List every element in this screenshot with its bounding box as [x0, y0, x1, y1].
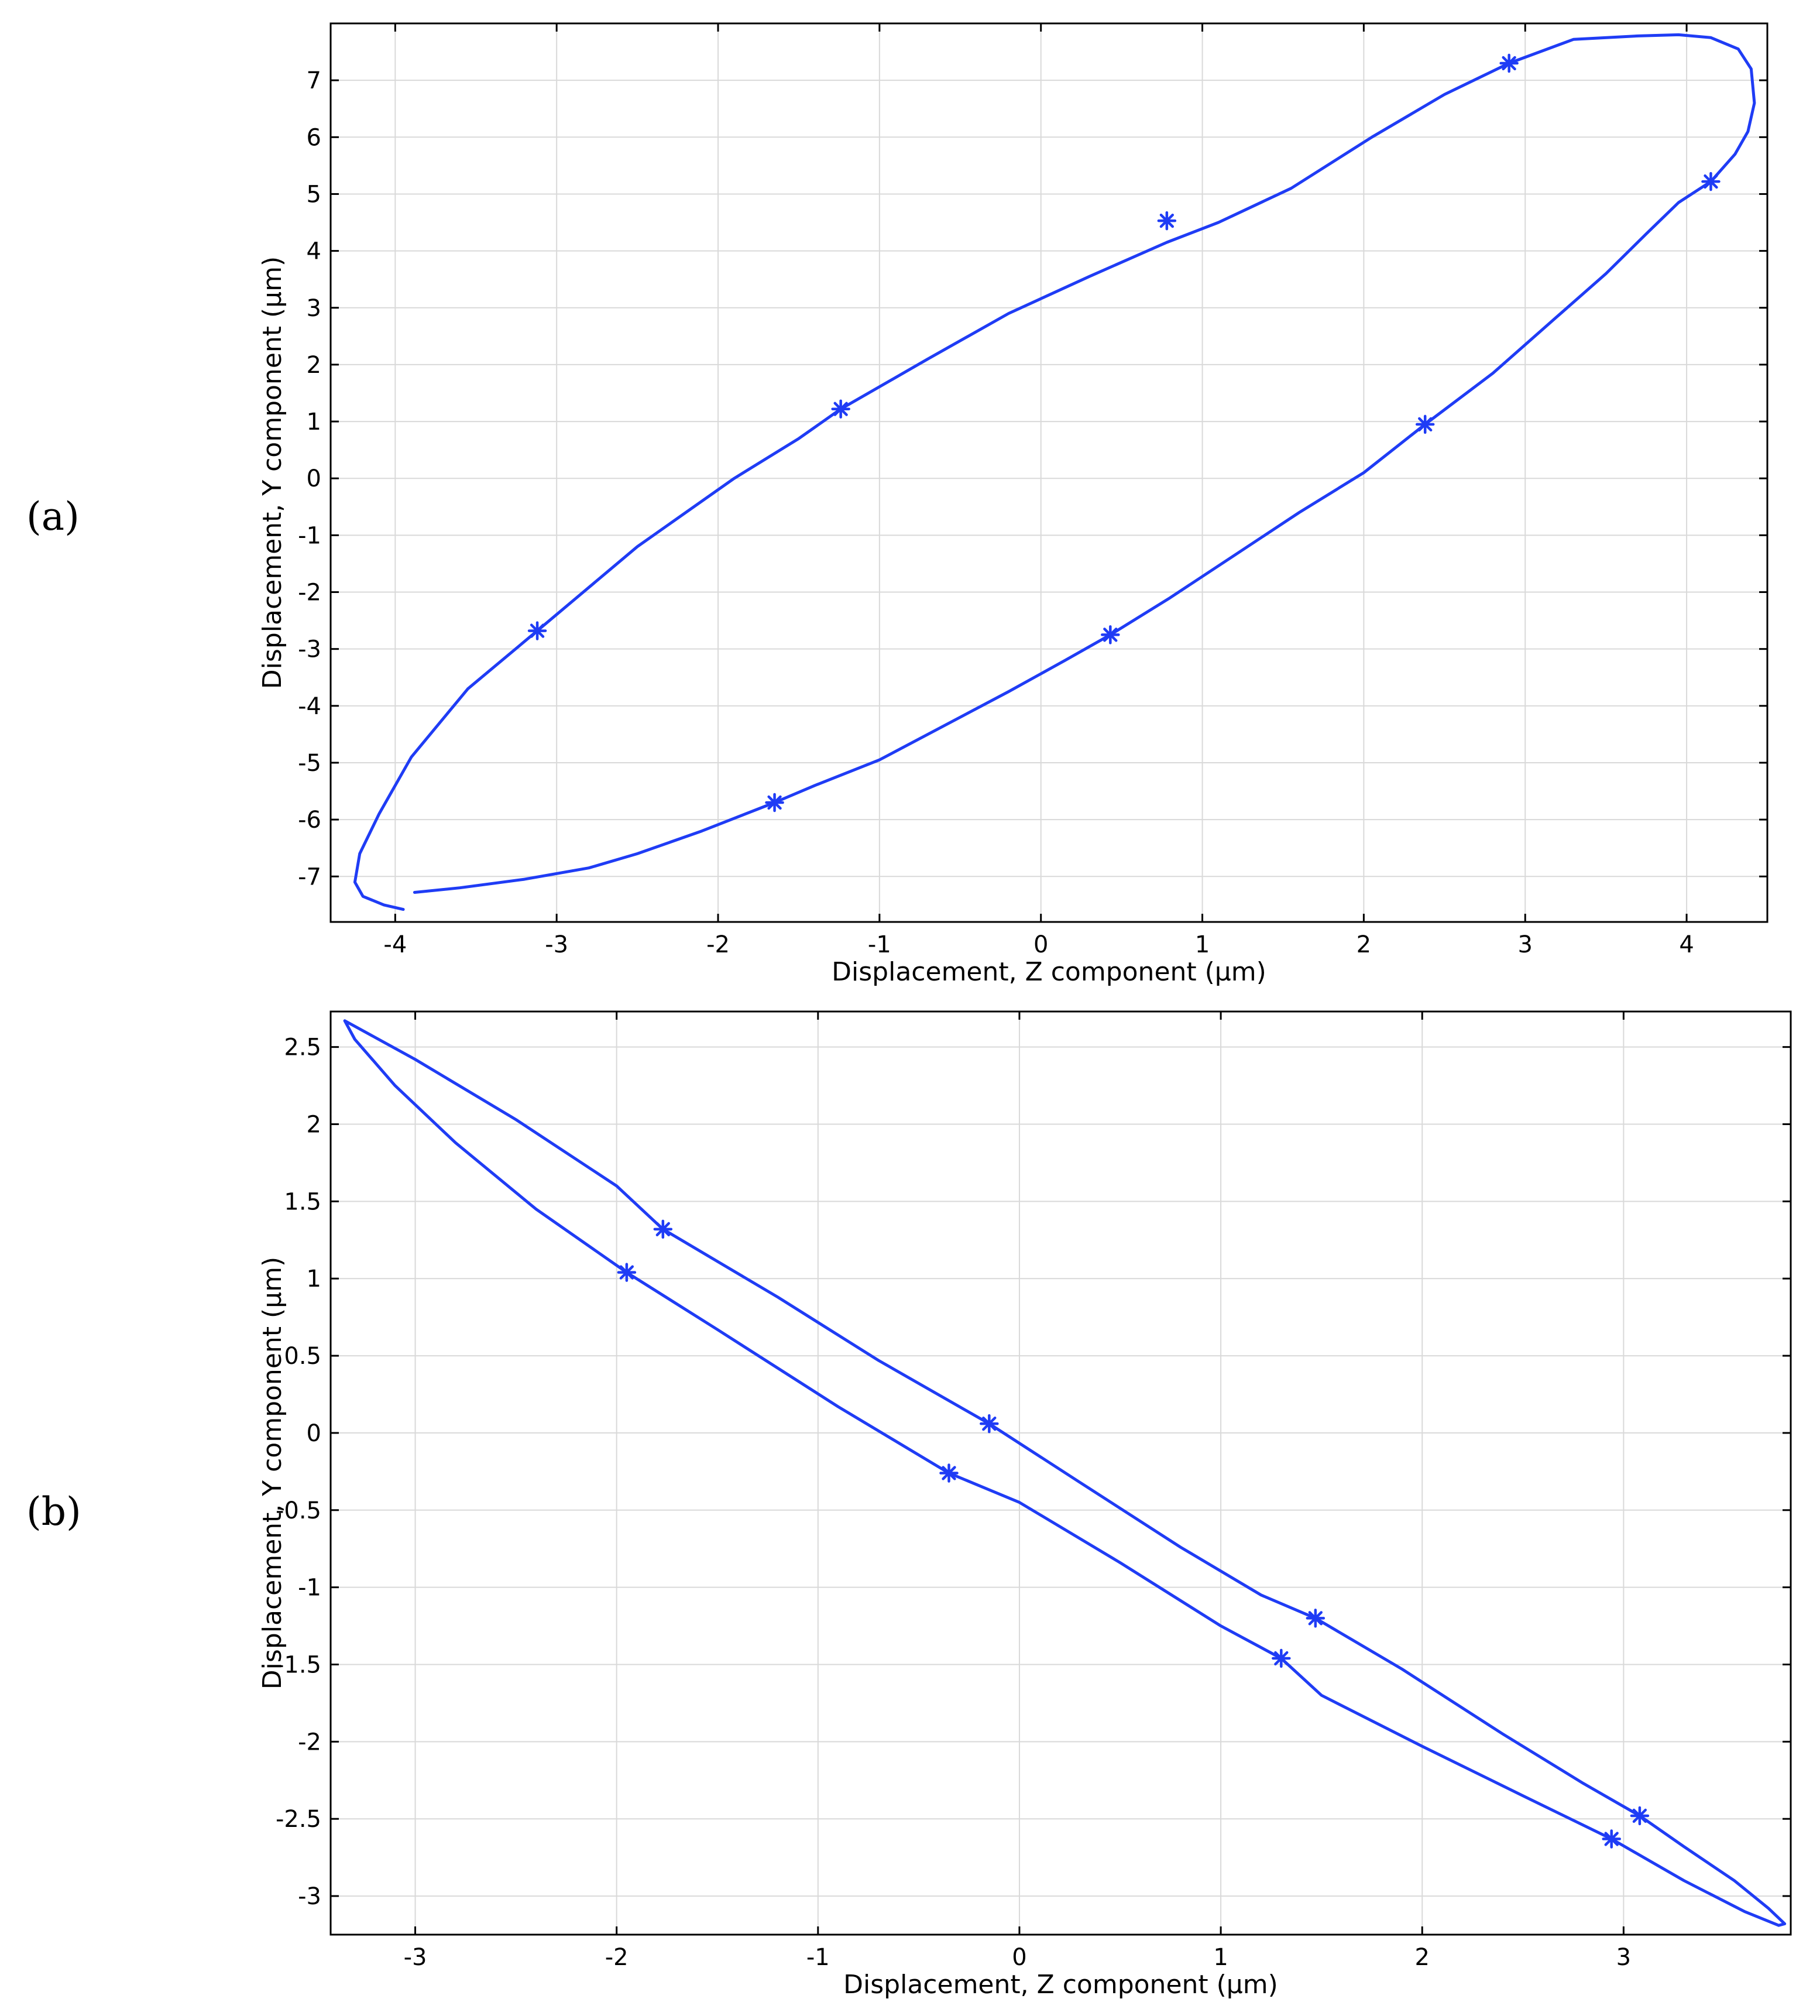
y-tick-label-b-11: 2.5	[284, 1034, 321, 1061]
x-tick-label-a-7: 3	[1518, 931, 1533, 958]
series-line-a-0	[353, 33, 1756, 911]
y-axis-label-a: Displacement, Y component (µm)	[257, 256, 287, 689]
data-marker-a-5	[1101, 625, 1120, 644]
x-tick-label-a-5: 1	[1195, 931, 1210, 958]
panel-b: (b) -3 -2 -1 0 1 2 3 -3 -2.5 -2 -1.5 -1 -0.5 0 0.5 1 1.5…	[26, 1010, 1792, 2000]
plot-frame-b	[329, 1010, 1792, 1936]
y-tick-label-b-8: 1	[307, 1266, 321, 1292]
data-marker-a-6	[527, 621, 547, 640]
data-marker-a-1	[1701, 172, 1721, 191]
y-tick-label-a-12: 5	[307, 181, 321, 208]
x-axis-label-b: Displacement, Z component (µm)	[843, 1970, 1278, 2000]
plot-frame-a	[329, 22, 1769, 923]
y-tick-label-b-7: 0.5	[284, 1343, 321, 1370]
data-marker-b-0	[653, 1219, 673, 1239]
y-tick-label-a-13: 6	[307, 124, 321, 151]
y-tick-label-a-1: -6	[298, 807, 321, 834]
x-axis-label-a: Displacement, Z component (µm)	[832, 957, 1266, 987]
x-tick-label-b-1: -2	[605, 1944, 629, 1971]
y-tick-label-a-7: 0	[307, 465, 321, 492]
y-tick-label-a-10: 3	[307, 295, 321, 322]
y-tick-label-b-6: 0	[307, 1420, 321, 1447]
panel-label-a: (a)	[26, 494, 80, 539]
data-marker-b-4	[1306, 1609, 1325, 1628]
y-tick-label-a-8: 1	[307, 409, 321, 436]
data-marker-a-0	[1499, 53, 1519, 73]
y-tick-label-a-4: -3	[298, 636, 321, 663]
y-tick-label-b-4: -1	[298, 1575, 321, 1602]
y-tick-label-b-2: -2	[298, 1729, 321, 1756]
data-marker-b-6	[1630, 1806, 1650, 1826]
panel-a: (a) -4 -3 -2 -1 0 1 2 3 4 -7 -6 -5 -4 -3 -2 -1 0 1 2 3 4 5 6 7 D…	[26, 22, 1769, 987]
data-marker-a-7	[765, 793, 784, 812]
x-tick-label-b-0: -3	[404, 1944, 427, 1971]
data-marker-b-1	[617, 1263, 637, 1282]
y-tick-label-b-3: -1.5	[276, 1652, 321, 1679]
y-tick-label-a-2: -5	[298, 750, 321, 777]
y-tick-label-b-5: -0.5	[276, 1497, 321, 1524]
data-marker-b-7	[1602, 1829, 1621, 1849]
x-tick-label-a-8: 4	[1679, 931, 1694, 958]
x-tick-label-a-4: 0	[1033, 931, 1048, 958]
y-tick-label-a-11: 4	[307, 238, 321, 265]
x-tick-label-a-2: -2	[706, 931, 730, 958]
data-marker-a-3	[1415, 414, 1435, 434]
y-tick-label-a-14: 7	[307, 67, 321, 94]
x-tick-label-a-0: -4	[383, 931, 407, 958]
data-marker-b-2	[980, 1414, 999, 1434]
series-line-b-0	[343, 1019, 1787, 1927]
y-tick-label-b-1: -2.5	[276, 1806, 321, 1833]
y-tick-label-b-0: -3	[298, 1883, 321, 1910]
data-marker-a-4	[831, 399, 850, 419]
y-tick-label-a-0: -7	[298, 863, 321, 890]
y-axis-label-b: Displacement, Y component (µm)	[257, 1257, 287, 1689]
data-marker-b-3	[939, 1463, 959, 1483]
x-tick-label-a-6: 2	[1357, 931, 1371, 958]
x-tick-label-a-3: -1	[868, 931, 891, 958]
x-tick-label-a-1: -3	[545, 931, 568, 958]
panel-label-b: (b)	[26, 1489, 81, 1534]
y-tick-label-a-5: -2	[298, 580, 321, 606]
x-tick-label-b-4: 1	[1213, 1944, 1228, 1971]
data-marker-b-5	[1272, 1648, 1291, 1668]
y-tick-label-a-6: -1	[298, 522, 321, 549]
y-tick-label-b-9: 1.5	[284, 1188, 321, 1215]
x-tick-label-b-3: 0	[1012, 1944, 1026, 1971]
y-tick-label-b-10: 2	[307, 1112, 321, 1139]
x-tick-label-b-5: 2	[1415, 1944, 1430, 1971]
y-tick-label-a-9: 2	[307, 352, 321, 379]
x-tick-label-b-2: -1	[806, 1944, 830, 1971]
data-marker-a-2	[1157, 211, 1177, 231]
x-tick-label-b-6: 3	[1616, 1944, 1631, 1971]
y-tick-label-a-3: -4	[298, 693, 321, 720]
